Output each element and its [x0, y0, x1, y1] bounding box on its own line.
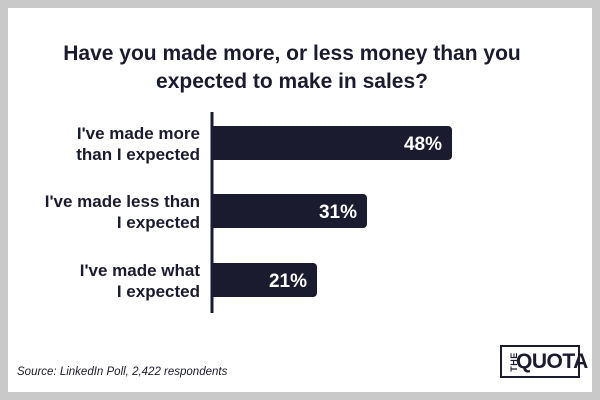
bar-left-edge	[212, 194, 220, 228]
category-label: I've made less than I expected	[45, 192, 200, 232]
bar-value-label: 31%	[319, 202, 357, 223]
bar	[212, 194, 367, 228]
source-note: Source: LinkedIn Poll, 2,422 respondents	[17, 366, 228, 378]
bar-left-edge	[212, 126, 220, 160]
chart-title: Have you made more, or less money than y…	[63, 42, 521, 93]
category-label: I've made more than I expected	[76, 124, 200, 164]
bar	[212, 263, 317, 297]
bar-value-label: 21%	[269, 271, 307, 292]
bar-value-label: 48%	[404, 134, 442, 155]
bar	[212, 126, 452, 160]
bar-left-edge	[212, 263, 220, 297]
the-quota-logo: THE QUOTA	[500, 345, 588, 378]
logo-large-text: QUOTA	[516, 350, 588, 373]
category-label: I've made what I expected	[80, 261, 201, 301]
